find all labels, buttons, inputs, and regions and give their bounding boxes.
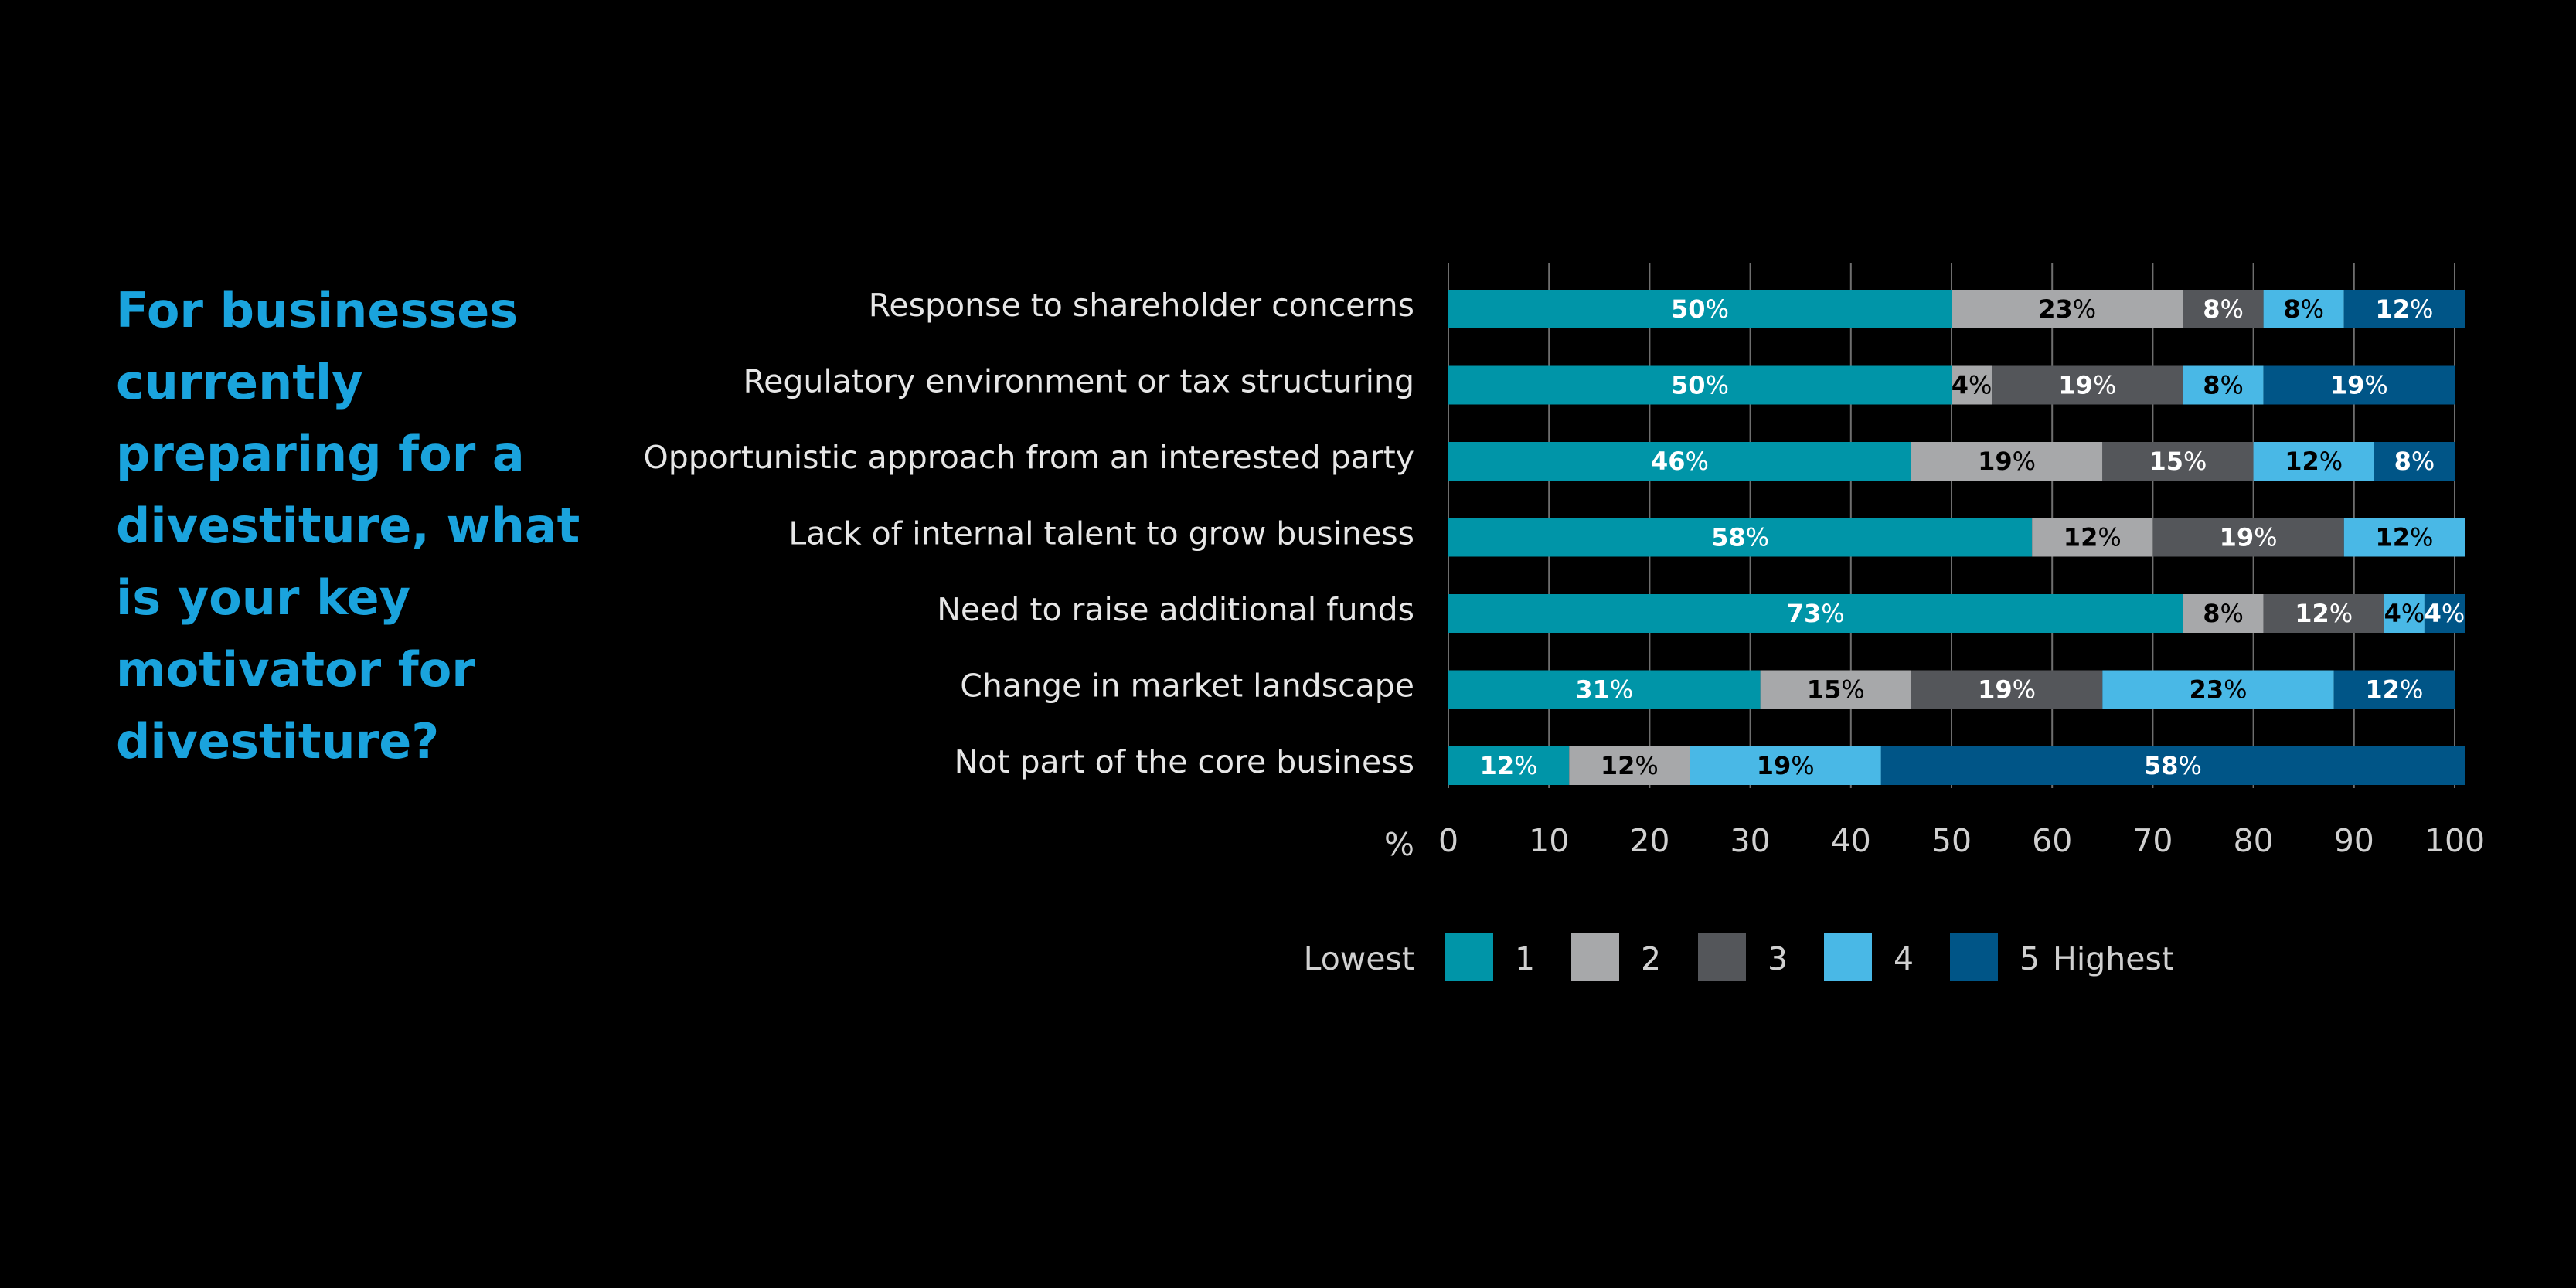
- bar-segment: [2253, 442, 2374, 481]
- bar-segment: [2183, 365, 2264, 405]
- x-tick-label: 10: [1529, 822, 1569, 859]
- x-axis-label: %: [1384, 826, 1414, 863]
- legend-item-label: 2: [1641, 940, 1661, 977]
- legend-swatch: [1698, 933, 1746, 981]
- data-label: 4%: [1952, 371, 1992, 400]
- data-label: 50%: [1671, 371, 1729, 400]
- data-label: 19%: [1757, 751, 1815, 780]
- data-label: 12%: [2375, 523, 2433, 552]
- data-label: 15%: [2149, 447, 2207, 476]
- bar-segment: [2263, 594, 2384, 633]
- category-label: Regulatory environment or tax structurin…: [744, 363, 1414, 400]
- x-tick-label: 60: [2032, 822, 2072, 859]
- data-label: 12%: [2295, 599, 2353, 628]
- legend-item-label: 1: [1515, 940, 1535, 977]
- x-tick-label: 80: [2234, 822, 2274, 859]
- data-label: 19%: [1978, 675, 2036, 705]
- data-label: 46%: [1651, 447, 1709, 476]
- data-label: 8%: [2283, 294, 2324, 324]
- x-tick-label: 0: [1438, 822, 1458, 859]
- category-label: Opportunistic approach from an intereste…: [643, 439, 1414, 476]
- bar-segment: [1911, 442, 2103, 481]
- x-tick-label: 20: [1629, 822, 1669, 859]
- legend-swatch: [1445, 933, 1493, 981]
- bar-segment: [2032, 518, 2153, 557]
- bar-segment: [1992, 365, 2183, 405]
- bar-segment: [1569, 746, 1690, 785]
- bar-segment: [2263, 365, 2455, 405]
- x-tick-label: 90: [2334, 822, 2374, 859]
- x-tick-label: 50: [1931, 822, 1972, 859]
- bar-segment: [1880, 746, 2465, 785]
- bar-segment: [2343, 518, 2465, 557]
- bar-segment: [2183, 594, 2264, 633]
- legend-high-label: Highest: [2053, 940, 2174, 977]
- data-label: 50%: [1671, 294, 1729, 324]
- bar-segment: [2102, 442, 2254, 481]
- x-tick-label: 70: [2132, 822, 2173, 859]
- category-label: Change in market landscape: [960, 668, 1414, 705]
- legend-swatch: [1571, 933, 1619, 981]
- bar-segment: [1690, 746, 1881, 785]
- bar-segment: [1448, 290, 1952, 328]
- data-label: 12%: [2375, 294, 2433, 324]
- bar-segment: [1448, 442, 1911, 481]
- data-label: 12%: [2064, 523, 2122, 552]
- data-label: 12%: [2365, 675, 2423, 705]
- category-label: Lack of internal talent to grow business: [788, 515, 1414, 552]
- bar-segment: [2152, 518, 2344, 557]
- data-label: 12%: [1480, 751, 1538, 780]
- data-label: 23%: [2190, 675, 2248, 705]
- bar-segment: [1448, 670, 1761, 709]
- bar-segment: [2263, 290, 2344, 328]
- bar-segment: [1952, 365, 1992, 405]
- legend-swatch: [1824, 933, 1872, 981]
- legend-item-label: 4: [1894, 940, 1914, 977]
- data-label: 12%: [2285, 447, 2343, 476]
- category-label: Response to shareholder concerns: [869, 287, 1414, 324]
- bar-segment: [2333, 670, 2455, 709]
- bar-segment: [2343, 290, 2465, 328]
- legend-item-label: 5: [2020, 940, 2040, 977]
- data-label: 58%: [2144, 751, 2202, 780]
- legend-item-label: 3: [1768, 940, 1788, 977]
- legend-low-label: Lowest: [1304, 940, 1414, 977]
- bar-segment: [1760, 670, 1911, 709]
- data-label: 31%: [1575, 675, 1633, 705]
- data-label: 73%: [1787, 599, 1845, 628]
- data-label: 12%: [1601, 751, 1659, 780]
- data-label: 4%: [2384, 599, 2425, 628]
- data-label: 23%: [2038, 294, 2096, 324]
- bar-segment: [2102, 670, 2334, 709]
- bar-segment: [1448, 518, 2033, 557]
- data-label: 8%: [2203, 371, 2244, 400]
- category-label: Need to raise additional funds: [937, 591, 1414, 628]
- data-label: 8%: [2394, 447, 2435, 476]
- bar-segment: [1448, 594, 2183, 633]
- bar-segment: [1448, 365, 1952, 405]
- data-label: 19%: [2220, 523, 2278, 552]
- bar-segment: [1911, 670, 2103, 709]
- bar-segment: [2424, 594, 2465, 633]
- bar-segment: [2183, 290, 2264, 328]
- data-label: 19%: [1978, 447, 2036, 476]
- data-label: 4%: [2425, 599, 2465, 628]
- data-label: 19%: [2330, 371, 2388, 400]
- bar-segment: [1952, 290, 2183, 328]
- legend-swatch: [1950, 933, 1998, 981]
- data-label: 8%: [2203, 599, 2244, 628]
- bar-segment: [2374, 442, 2455, 481]
- data-label: 8%: [2203, 294, 2244, 324]
- data-label: 15%: [1807, 675, 1865, 705]
- x-tick-label: 40: [1831, 822, 1871, 859]
- question-title: For businesses currently preparing for a…: [116, 282, 580, 770]
- data-label: 19%: [2058, 371, 2116, 400]
- x-tick-label: 30: [1730, 822, 1771, 859]
- x-tick-label: 100: [2425, 822, 2485, 859]
- bar-segment: [2384, 594, 2425, 633]
- data-label: 58%: [1711, 523, 1769, 552]
- category-label: Not part of the core business: [955, 743, 1414, 780]
- bar-segment: [1448, 746, 1570, 785]
